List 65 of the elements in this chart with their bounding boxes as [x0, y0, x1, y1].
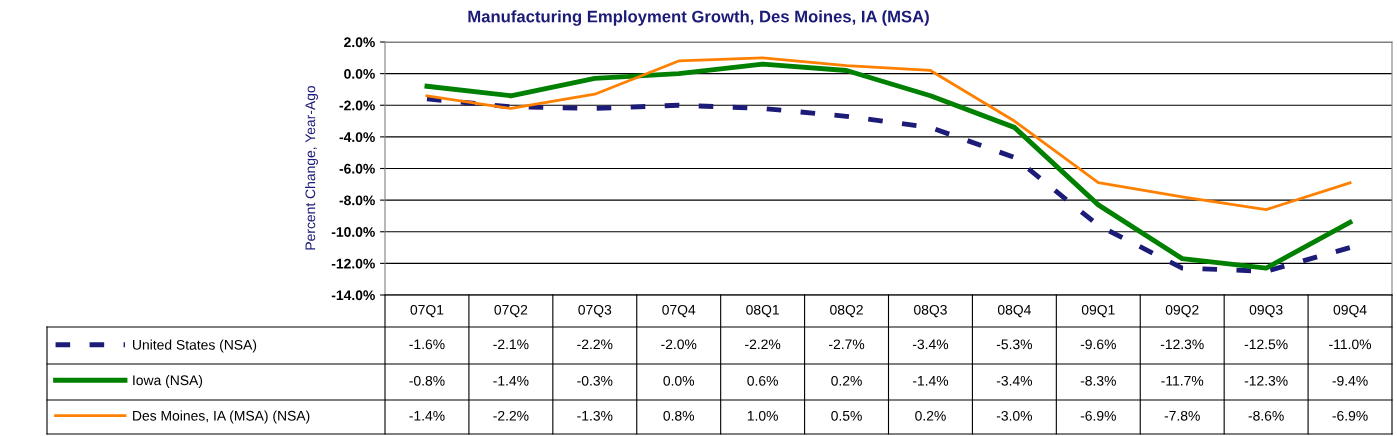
y-axis-title: Percent Change, Year-Ago [305, 85, 318, 250]
data-label: -6.9% [1080, 410, 1116, 421]
y-tick-label: -8.0% [339, 195, 375, 206]
data-label: -7.8% [1164, 410, 1200, 421]
data-label: -12.5% [1244, 339, 1288, 350]
data-label: -12.3% [1160, 339, 1204, 350]
data-label: -5.3% [996, 339, 1033, 350]
data-label: -11.7% [1161, 375, 1204, 386]
data-label: -11.0% [1329, 339, 1372, 350]
data-label: 0.2% [915, 410, 946, 421]
y-tick-label: -2.0% [339, 100, 375, 111]
line-series [424, 61, 1353, 271]
legend-label: Iowa (NSA) [133, 375, 203, 388]
data-label: -1.4% [493, 375, 529, 386]
data-label: -2.7% [829, 339, 865, 350]
data-label: -1.4% [912, 375, 949, 386]
data-label: -2.2% [493, 410, 529, 421]
x-tick-label: 08Q1 [746, 304, 779, 318]
line-series [425, 56, 1352, 211]
data-label: -2.1% [493, 339, 529, 350]
x-tick-label: 09Q1 [1081, 304, 1115, 318]
y-tick-label: 0.0% [344, 68, 375, 79]
y-tick-label: -6.0% [339, 163, 375, 174]
data-label: 0.5% [831, 410, 862, 421]
x-tick-label: 07Q4 [662, 304, 696, 318]
data-label: -8.6% [1248, 410, 1284, 421]
y-tick-label: 2.0% [344, 37, 375, 48]
data-label: -0.3% [577, 375, 613, 386]
y-tick-label: -12.0% [331, 258, 375, 269]
data-label: 1.0% [747, 410, 778, 421]
data-label: -8.3% [1080, 375, 1116, 386]
x-tick-label: 08Q3 [914, 304, 947, 318]
x-tick-label: 07Q2 [494, 304, 528, 318]
data-label: -0.8% [409, 375, 445, 386]
data-label: -1.6% [409, 339, 445, 350]
x-tick-label: 08Q4 [997, 304, 1031, 318]
x-tick-label: 08Q2 [830, 304, 863, 318]
line-series [424, 96, 1353, 274]
y-tick-label: -14.0% [331, 290, 375, 301]
legend-label: Des Moines, IA (MSA) (NSA) [133, 410, 310, 424]
data-label: -1.4% [409, 410, 445, 421]
data-label: -3.4% [996, 375, 1033, 386]
data-label: -3.4% [912, 339, 949, 350]
x-tick-label: 09Q4 [1333, 304, 1367, 318]
legend-label: United States (NSA) [133, 339, 257, 353]
data-label: 0.0% [663, 375, 695, 386]
data-label: -2.2% [577, 339, 613, 350]
data-label: 0.2% [831, 375, 862, 386]
y-tick-label: -10.0% [331, 227, 375, 237]
x-tick-label: 09Q2 [1165, 304, 1199, 318]
data-label: -6.9% [1332, 410, 1368, 421]
data-label: -3.0% [996, 410, 1033, 421]
x-tick-label: 09Q3 [1249, 304, 1283, 318]
data-label: 0.8% [663, 410, 695, 421]
data-label: -2.2% [745, 339, 781, 350]
data-label: -1.3% [577, 410, 613, 421]
x-tick-label: 07Q1 [410, 304, 444, 318]
data-label: -2.0% [661, 339, 697, 350]
y-tick-label: -4.0% [339, 132, 375, 143]
x-tick-label: 07Q3 [578, 304, 612, 318]
data-label: 0.6% [747, 375, 778, 386]
data-label: -12.3% [1244, 375, 1288, 386]
chart-title: Manufacturing Employment Growth, Des Moines, IA (MSA) [468, 10, 929, 26]
data-label: -9.6% [1080, 339, 1116, 350]
data-label: -9.4% [1332, 375, 1368, 386]
